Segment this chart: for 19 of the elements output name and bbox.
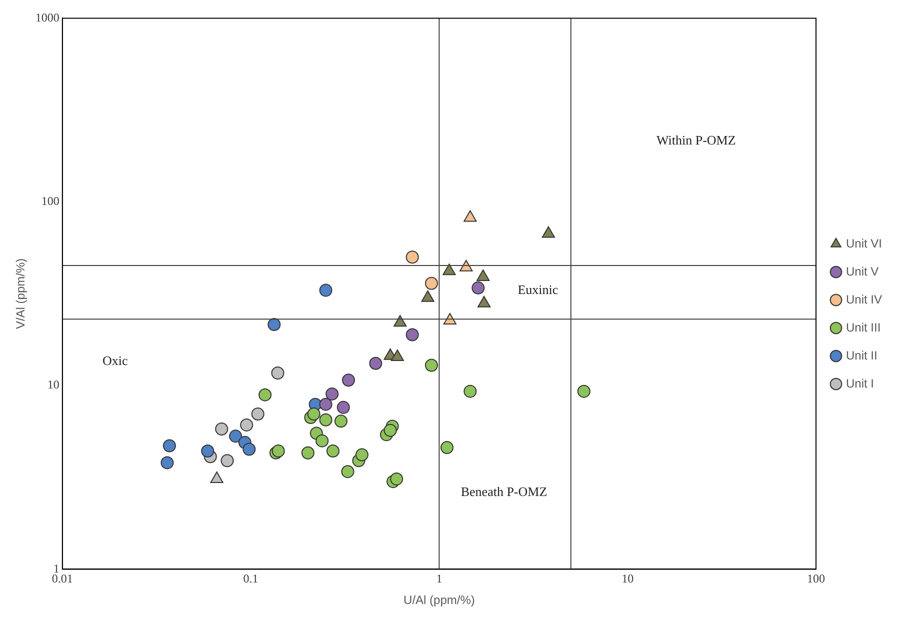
y-tick-label: 100 (41, 194, 60, 208)
y-tick-label: 1000 (35, 10, 60, 24)
annotation: Beneath P-OMZ (460, 484, 548, 500)
x-tick-label: 1 (436, 572, 442, 586)
legend-label: Unit VI (846, 236, 882, 250)
x-tick-label: 0.1 (243, 572, 258, 586)
legend-label: Unit III (846, 320, 881, 334)
legend-label: Unit I (846, 376, 874, 390)
legend-label: Unit V (846, 264, 879, 278)
legend-label: Unit IV (846, 292, 882, 306)
y-tick-label: 10 (47, 378, 60, 392)
annotation: Within P-OMZ (656, 132, 736, 148)
annotation: Euxinic (518, 282, 558, 297)
x-tick-label: 10 (622, 572, 634, 586)
annotation: Oxic (102, 352, 128, 368)
x-axis-title: U/Al (ppm/%) (404, 593, 475, 608)
y-axis-title: V/Al (ppm/%) (14, 258, 28, 330)
legend-label: Unit II (846, 348, 878, 362)
x-tick-label: 100 (806, 572, 825, 586)
